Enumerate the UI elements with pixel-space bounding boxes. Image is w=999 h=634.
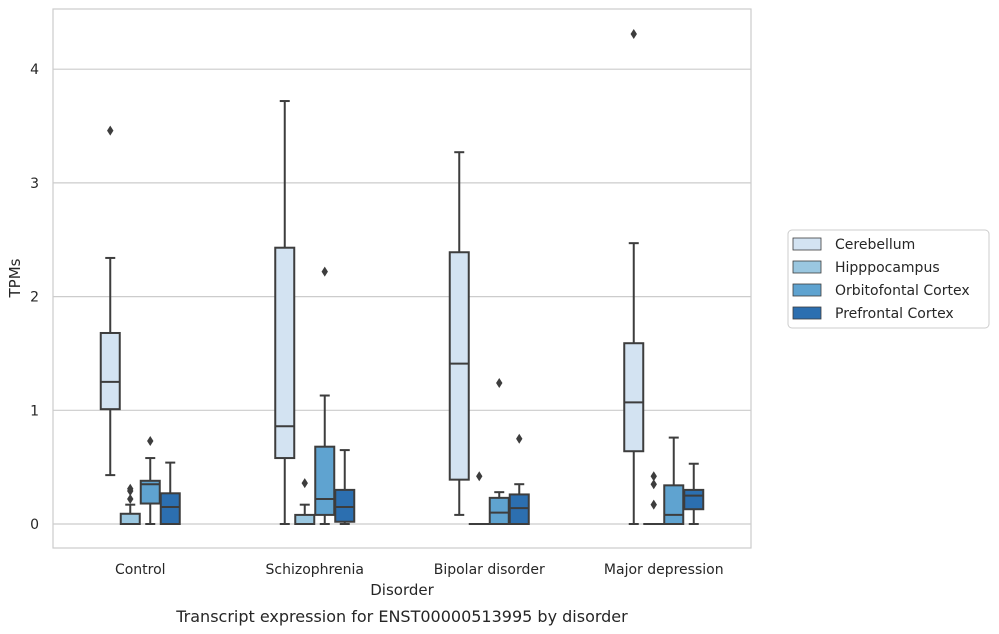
plot-frame bbox=[52, 8, 752, 549]
y-tick-label: 4 bbox=[30, 62, 39, 78]
legend-swatch bbox=[792, 283, 822, 297]
outlier-point bbox=[147, 435, 154, 446]
legend-item: Hipppocampus bbox=[792, 260, 940, 276]
box-prefrontal-cortex bbox=[683, 462, 705, 525]
box-hipppocampus bbox=[643, 471, 665, 526]
box-prefrontal-cortex bbox=[159, 461, 181, 525]
outlier-point bbox=[650, 499, 657, 510]
legend-item: Cerebellum bbox=[792, 237, 915, 253]
box-body bbox=[663, 484, 685, 526]
x-tick-label: Major depression bbox=[604, 562, 724, 578]
grid-lines bbox=[53, 68, 751, 525]
box-body bbox=[448, 251, 470, 481]
box-body bbox=[159, 492, 181, 525]
box-cerebellum bbox=[99, 125, 121, 477]
outlier-point bbox=[516, 433, 523, 444]
box-body bbox=[508, 493, 530, 525]
box-body bbox=[139, 479, 161, 505]
legend-swatch bbox=[792, 237, 822, 251]
outlier-point bbox=[107, 125, 114, 136]
outlier-point bbox=[127, 483, 134, 494]
box-body bbox=[274, 246, 296, 460]
box-groups bbox=[99, 28, 705, 526]
box-body bbox=[294, 513, 316, 525]
outlier-point bbox=[127, 493, 134, 504]
box-cerebellum bbox=[448, 151, 470, 516]
box-prefrontal-cortex bbox=[508, 433, 530, 525]
box-orbitofontal-cortex bbox=[488, 378, 510, 525]
box-orbitofontal-cortex bbox=[663, 436, 685, 526]
box-cerebellum bbox=[623, 28, 645, 525]
y-tick-label: 1 bbox=[30, 403, 39, 419]
box-body bbox=[119, 512, 141, 526]
y-axis-label: TPMs bbox=[6, 258, 24, 298]
box-orbitofontal-cortex bbox=[139, 435, 161, 525]
legend-swatch bbox=[792, 306, 822, 320]
legend-swatch bbox=[792, 260, 822, 274]
box-hipppocampus bbox=[294, 478, 316, 525]
legend-item: Prefrontal Cortex bbox=[792, 306, 954, 322]
outlier-point bbox=[476, 471, 483, 482]
outlier-point bbox=[301, 478, 308, 489]
y-tick-label: 2 bbox=[30, 290, 39, 306]
outlier-point bbox=[496, 378, 503, 389]
x-tick-label: Bipolar disorder bbox=[434, 562, 545, 578]
chart-caption: Transcript expression for ENST0000051399… bbox=[175, 607, 628, 626]
box-body bbox=[623, 342, 645, 453]
box-hipppocampus bbox=[468, 471, 490, 526]
box-body bbox=[488, 496, 510, 525]
legend-item: Orbitofontal Cortex bbox=[792, 283, 970, 299]
outlier-point bbox=[630, 28, 637, 39]
legend-label: Orbitofontal Cortex bbox=[835, 283, 970, 299]
box-body bbox=[334, 488, 356, 523]
legend-frame bbox=[787, 229, 990, 329]
outlier-point bbox=[650, 471, 657, 482]
outlier-point bbox=[321, 266, 328, 277]
y-tick-label: 0 bbox=[30, 517, 39, 533]
x-tick-labels: Control Schizophrenia Bipolar disorder Majo… bbox=[115, 562, 724, 578]
legend: Cerebellum Hipppocampus Orbitofontal Corte… bbox=[787, 229, 990, 329]
legend-label: Hipppocampus bbox=[835, 260, 940, 276]
box-prefrontal-cortex bbox=[334, 449, 356, 525]
box-body bbox=[99, 331, 121, 411]
x-tick-label: Control bbox=[115, 562, 166, 578]
legend-label: Prefrontal Cortex bbox=[835, 306, 954, 322]
box-orbitofontal-cortex bbox=[314, 266, 336, 525]
x-tick-label: Schizophrenia bbox=[266, 562, 364, 578]
box-cerebellum bbox=[274, 100, 296, 525]
box-body bbox=[314, 445, 336, 516]
x-axis-label: Disorder bbox=[370, 581, 434, 599]
outlier-point bbox=[650, 479, 657, 490]
legend-label: Cerebellum bbox=[835, 237, 915, 253]
y-tick-labels: 0 1 2 3 4 bbox=[30, 62, 39, 533]
y-tick-label: 3 bbox=[30, 176, 39, 192]
box-hipppocampus bbox=[119, 483, 141, 526]
box-body bbox=[683, 488, 705, 511]
